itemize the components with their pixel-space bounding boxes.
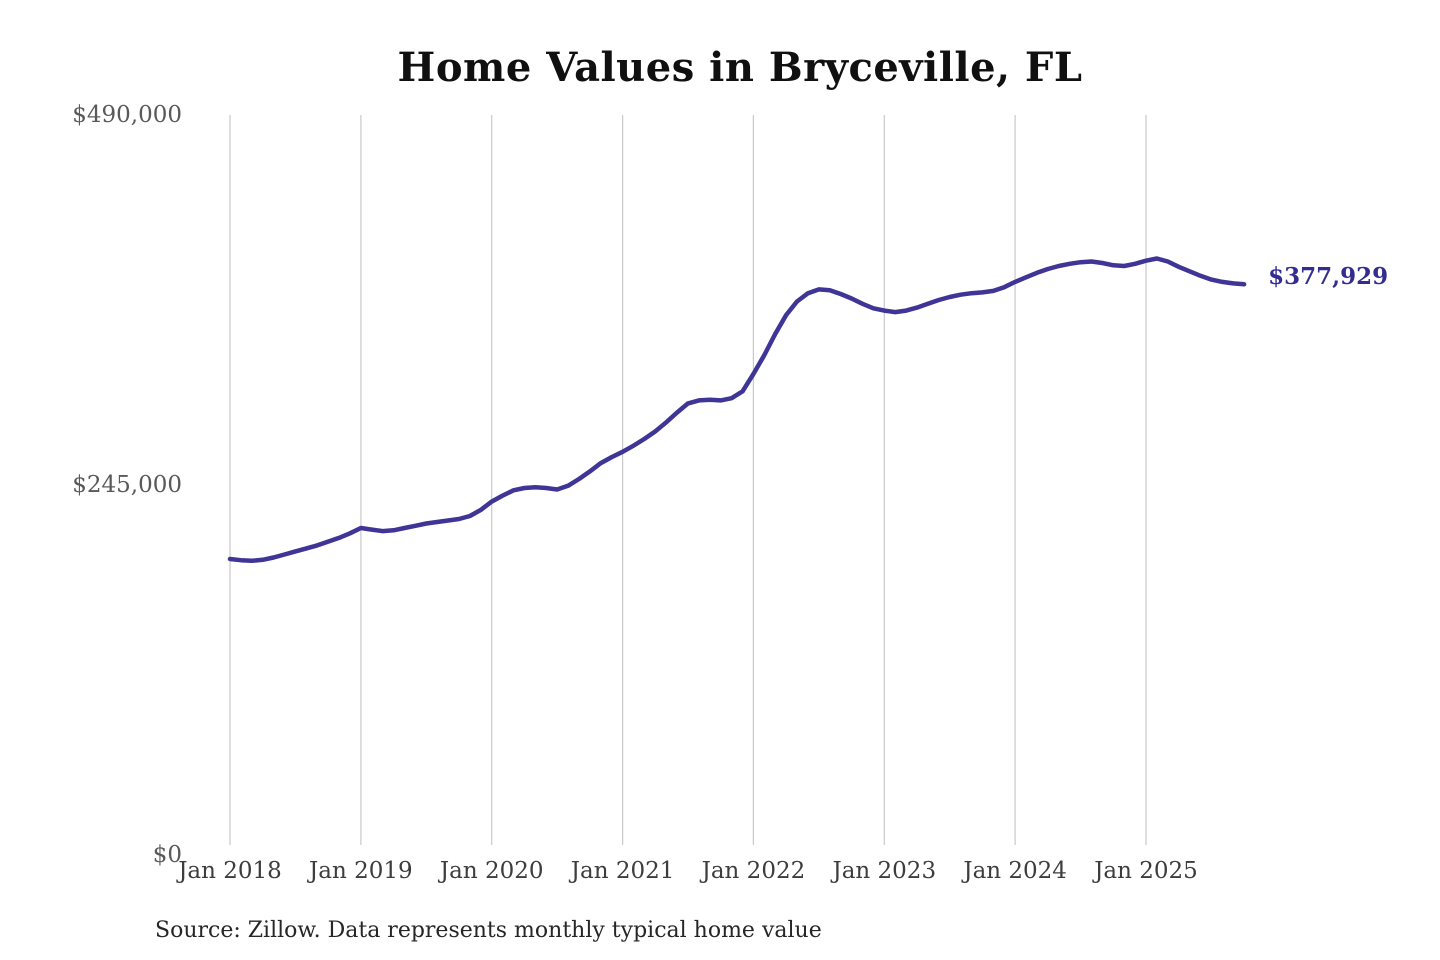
x-axis-tick-label: Jan 2023 — [832, 858, 937, 884]
home-value-line — [227, 256, 1247, 564]
y-axis-tick-label: $0 — [152, 842, 182, 868]
x-axis-tick-label: Jan 2024 — [963, 858, 1067, 884]
source-note: Source: Zillow. Data represents monthly … — [155, 918, 822, 943]
x-axis-tick-label: Jan 2025 — [1094, 858, 1198, 884]
y-axis-tick-label: $245,000 — [72, 472, 182, 498]
x-axis-tick-label: Jan 2022 — [701, 858, 806, 884]
x-axis-tick-label: Jan 2020 — [439, 858, 544, 884]
y-axis-tick-label: $490,000 — [72, 102, 182, 128]
x-axis-tick-label: Jan 2018 — [178, 858, 282, 884]
x-axis-tick-label: Jan 2021 — [570, 858, 675, 884]
x-axis-tick-label: Jan 2019 — [309, 858, 413, 884]
chart-title: Home Values in Bryceville, FL — [397, 44, 1083, 91]
latest-value-label: $377,929 — [1268, 263, 1389, 291]
